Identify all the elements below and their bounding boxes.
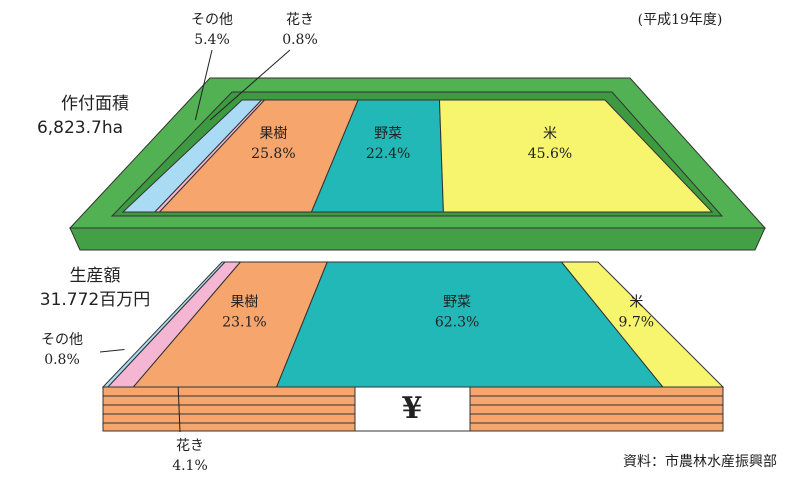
- segment-name: 花き: [286, 12, 314, 28]
- source: 資料：市農林水産振興部: [623, 453, 777, 470]
- base-stripes: [102, 386, 724, 432]
- chart-subtitle: 31.772百万円: [40, 290, 150, 310]
- segment-value: 4.1%: [172, 458, 208, 474]
- segment-name: 米: [629, 295, 643, 311]
- note: (平成19年度): [638, 12, 723, 28]
- chart-title: 作付面積: [61, 94, 129, 114]
- segment-value: 45.6%: [528, 146, 572, 162]
- yen-symbol: ¥: [402, 391, 423, 426]
- segment-name: 野菜: [443, 295, 471, 311]
- chart-title: 生産額: [70, 266, 121, 286]
- segment: [438, 99, 714, 213]
- segment-value: 22.4%: [366, 146, 410, 162]
- segment-name: その他: [41, 332, 83, 348]
- tray-side: [69, 227, 766, 251]
- segment-value: 9.7%: [619, 315, 655, 331]
- leader-line: [99, 349, 125, 353]
- segment-value: 62.3%: [435, 315, 479, 331]
- segment-name: その他: [191, 12, 233, 28]
- segment-value: 0.8%: [44, 352, 80, 368]
- segment: [560, 261, 725, 388]
- chart-subtitle: 6,823.7ha: [37, 118, 123, 138]
- segment-value: 5.4%: [194, 32, 230, 48]
- segment-name: 花き: [176, 438, 204, 454]
- leader-line: [194, 49, 213, 121]
- segment-name: 果樹: [259, 126, 287, 142]
- segment-value: 25.8%: [251, 146, 295, 162]
- segment-name: 果樹: [230, 295, 258, 311]
- segment-name: 米: [543, 126, 557, 142]
- leader-line: [209, 49, 291, 121]
- segment-value: 0.8%: [282, 32, 318, 48]
- segment-value: 23.1%: [222, 315, 266, 331]
- segment-name: 野菜: [374, 126, 402, 142]
